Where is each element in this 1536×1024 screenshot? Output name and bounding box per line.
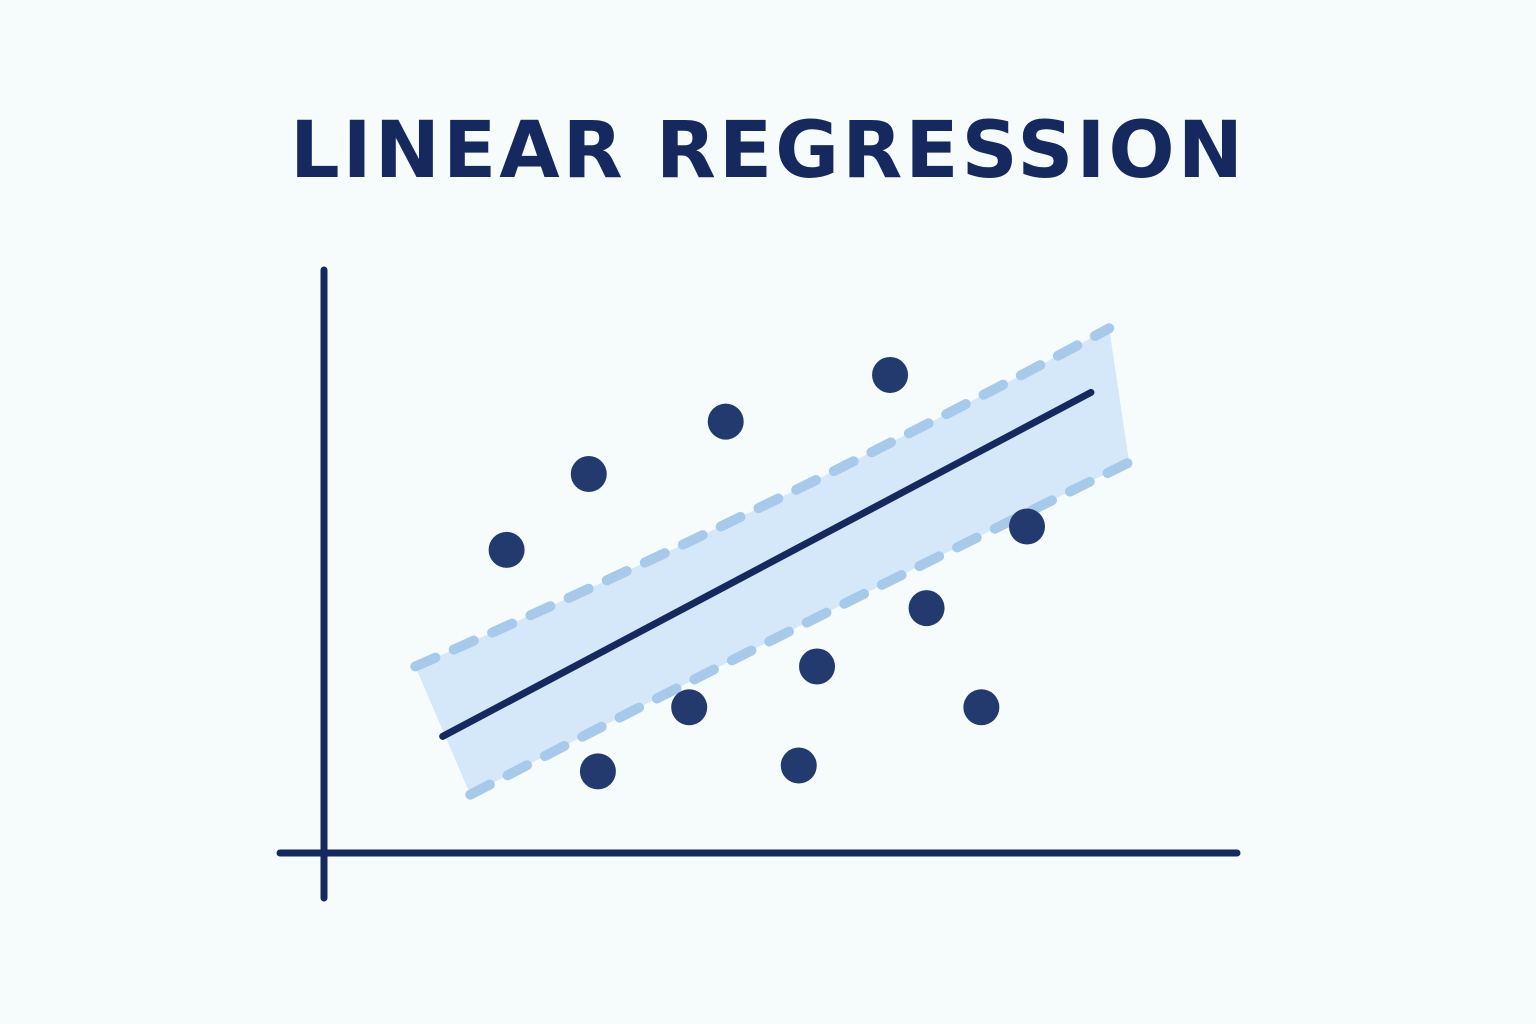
data-point-2 — [570, 456, 607, 493]
data-point-1 — [488, 531, 525, 568]
confidence-band-lower — [465, 457, 1135, 800]
data-point-6 — [908, 590, 945, 627]
axes-layer — [276, 266, 1241, 902]
regression-line-layer — [439, 388, 1095, 740]
data-point-9 — [963, 689, 1000, 726]
data-point-5 — [1009, 508, 1046, 545]
regression-line — [439, 388, 1095, 740]
data-point-7 — [799, 648, 836, 685]
chart-title: LINEAR REGRESSION — [289, 106, 1247, 196]
data-point-10 — [579, 753, 616, 790]
data-point-11 — [780, 747, 817, 784]
data-point-3 — [707, 403, 744, 440]
data-point-4 — [872, 356, 909, 393]
data-points-layer — [488, 356, 1046, 790]
confidence-band-upper — [410, 323, 1115, 672]
data-point-8 — [671, 689, 708, 726]
